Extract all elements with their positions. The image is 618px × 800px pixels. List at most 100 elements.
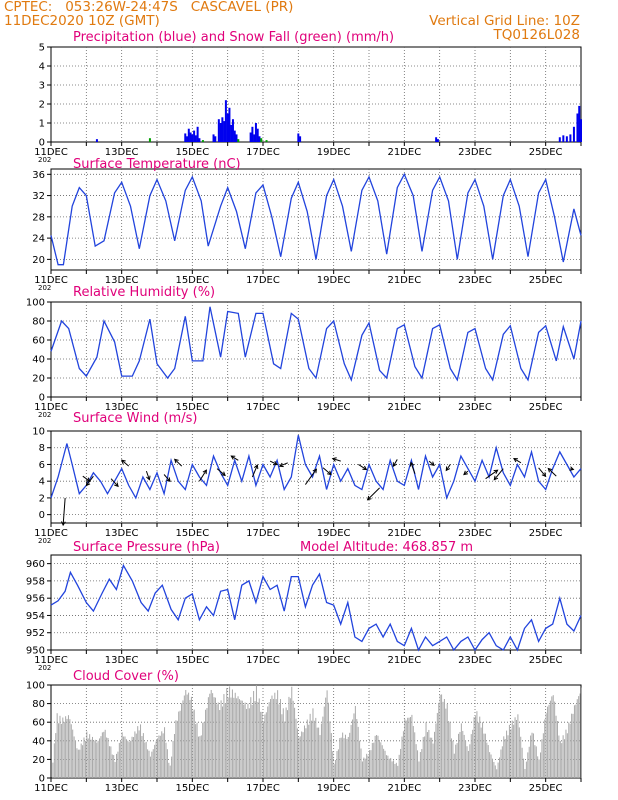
cloud-bar <box>206 708 208 778</box>
cloud-bar <box>361 761 363 778</box>
cloud-bar <box>96 742 98 778</box>
wind-year-stub: 202 <box>38 537 51 545</box>
cloud-bar <box>210 689 212 778</box>
cloud-bar <box>391 761 393 778</box>
cloud-bar <box>531 732 533 778</box>
cloud-bar <box>159 735 161 778</box>
cloud-bar <box>339 738 341 778</box>
precip-xtick-label: 11DEC <box>34 147 68 158</box>
cloud-bar <box>443 699 445 778</box>
cloud-bar <box>541 739 543 778</box>
cloud-xtick-label: 17DEC <box>246 783 280 794</box>
cloud-xtick-label: 23DEC <box>458 783 492 794</box>
cloud-bar <box>578 696 580 778</box>
cloud-bar <box>189 699 191 778</box>
cloud-bar <box>123 736 125 778</box>
cloud-bar <box>192 710 194 778</box>
cloud-bar <box>281 714 283 778</box>
cloud-bar <box>270 699 272 778</box>
precip-bar <box>254 123 257 142</box>
panel-wind: 0 2 4 6 8 10 11DEC 13DEC 15DEC 17DEC 19DEC 21DEC 23D… <box>32 411 582 545</box>
cloud-bar <box>397 765 399 778</box>
cloud-bar <box>425 722 427 778</box>
precip-bar <box>297 133 300 142</box>
cloud-bar <box>534 745 536 778</box>
cloud-bar <box>59 715 61 778</box>
cloud-bar <box>202 722 204 778</box>
precip-bar <box>219 123 222 142</box>
cloud-bar <box>80 743 82 778</box>
cloud-bar <box>227 697 229 778</box>
pres-subtitle: Model Altitude: 468.857 m <box>300 540 473 555</box>
cloud-bar <box>470 734 472 778</box>
wind-ytick-label: 10 <box>32 427 45 438</box>
wind-wind-arrowhead <box>120 459 126 465</box>
pres-ytick-label: 958 <box>26 576 45 587</box>
cloud-bar <box>535 746 537 778</box>
cloud-bar <box>313 720 315 778</box>
cloud-bar <box>93 741 95 778</box>
wind-wind-arrowhead <box>513 457 518 463</box>
cloud-bar <box>274 692 276 778</box>
cloud-bar <box>169 765 171 778</box>
cloud-bar <box>94 739 96 778</box>
cloud-bar <box>350 724 352 778</box>
cloud-bar <box>147 749 149 778</box>
temp-ytick-label: 32 <box>32 191 45 202</box>
cloud-bar <box>58 723 60 778</box>
cloud-bar <box>106 737 108 778</box>
cloud-bar <box>114 761 116 778</box>
cloud-bar <box>186 694 188 778</box>
precip-bar <box>221 117 224 142</box>
precip-bar <box>148 138 151 142</box>
wind-wind-arrow <box>174 458 183 467</box>
wind-wind-arrowhead <box>547 467 553 473</box>
precip-bar <box>184 133 187 142</box>
rh-series-line <box>50 306 582 382</box>
cloud-bar <box>99 738 101 778</box>
cloud-bar <box>294 707 296 778</box>
cloud-bar <box>301 731 303 778</box>
cloud-bar <box>333 764 335 778</box>
cloud-bar <box>72 729 74 778</box>
cloud-bar <box>565 729 567 778</box>
rh-year-stub: 202 <box>38 411 51 419</box>
cloud-bar <box>264 714 266 778</box>
pres-ytick-label: 954 <box>26 611 45 622</box>
pres-xtick-label: 19DEC <box>317 655 351 666</box>
precip-title: Precipitation (blue) and Snow Fall (gree… <box>73 30 394 45</box>
wind-wind-arrowhead <box>278 462 284 468</box>
cloud-bar <box>421 749 423 778</box>
cloud-bar <box>190 696 192 778</box>
cloud-bar <box>282 708 284 778</box>
cloud-bar <box>120 740 122 778</box>
cloud-xtick-label: 19DEC <box>317 783 351 794</box>
precip-bar <box>569 134 572 142</box>
wind-series-line <box>50 435 582 501</box>
wind-wind-arrow <box>82 475 91 482</box>
precip-bar <box>217 119 220 142</box>
wind-wind-arrowhead <box>569 466 575 471</box>
wind-wind-arrow <box>62 497 66 526</box>
header-line2: 11DEC2020 10Z (GMT) <box>4 13 160 29</box>
cloud-bar <box>450 738 452 778</box>
product-code: TQ0126L028 <box>493 27 580 43</box>
temp-xtick-label: 23DEC <box>458 275 492 286</box>
cloud-bar <box>564 739 566 778</box>
wind-wind-arrow <box>251 464 258 478</box>
cloud-bar <box>489 752 491 778</box>
cloud-bar <box>378 739 380 778</box>
precip-xtick-label: 25DEC <box>529 147 563 158</box>
cloud-bar <box>216 704 218 778</box>
cloud-bar <box>360 748 362 778</box>
cloud-bar <box>303 725 305 778</box>
wind-wind-arrowhead <box>85 481 91 487</box>
cloud-bar <box>469 744 471 778</box>
cloud-bar <box>254 701 256 778</box>
cloud-bar <box>472 729 474 778</box>
wind-wind-arrow <box>358 464 367 470</box>
precip-bar <box>299 136 302 142</box>
cloud-ytick-label: 100 <box>26 681 45 692</box>
wind-wind-arrowhead <box>493 469 499 474</box>
cloud-bar <box>53 743 55 778</box>
